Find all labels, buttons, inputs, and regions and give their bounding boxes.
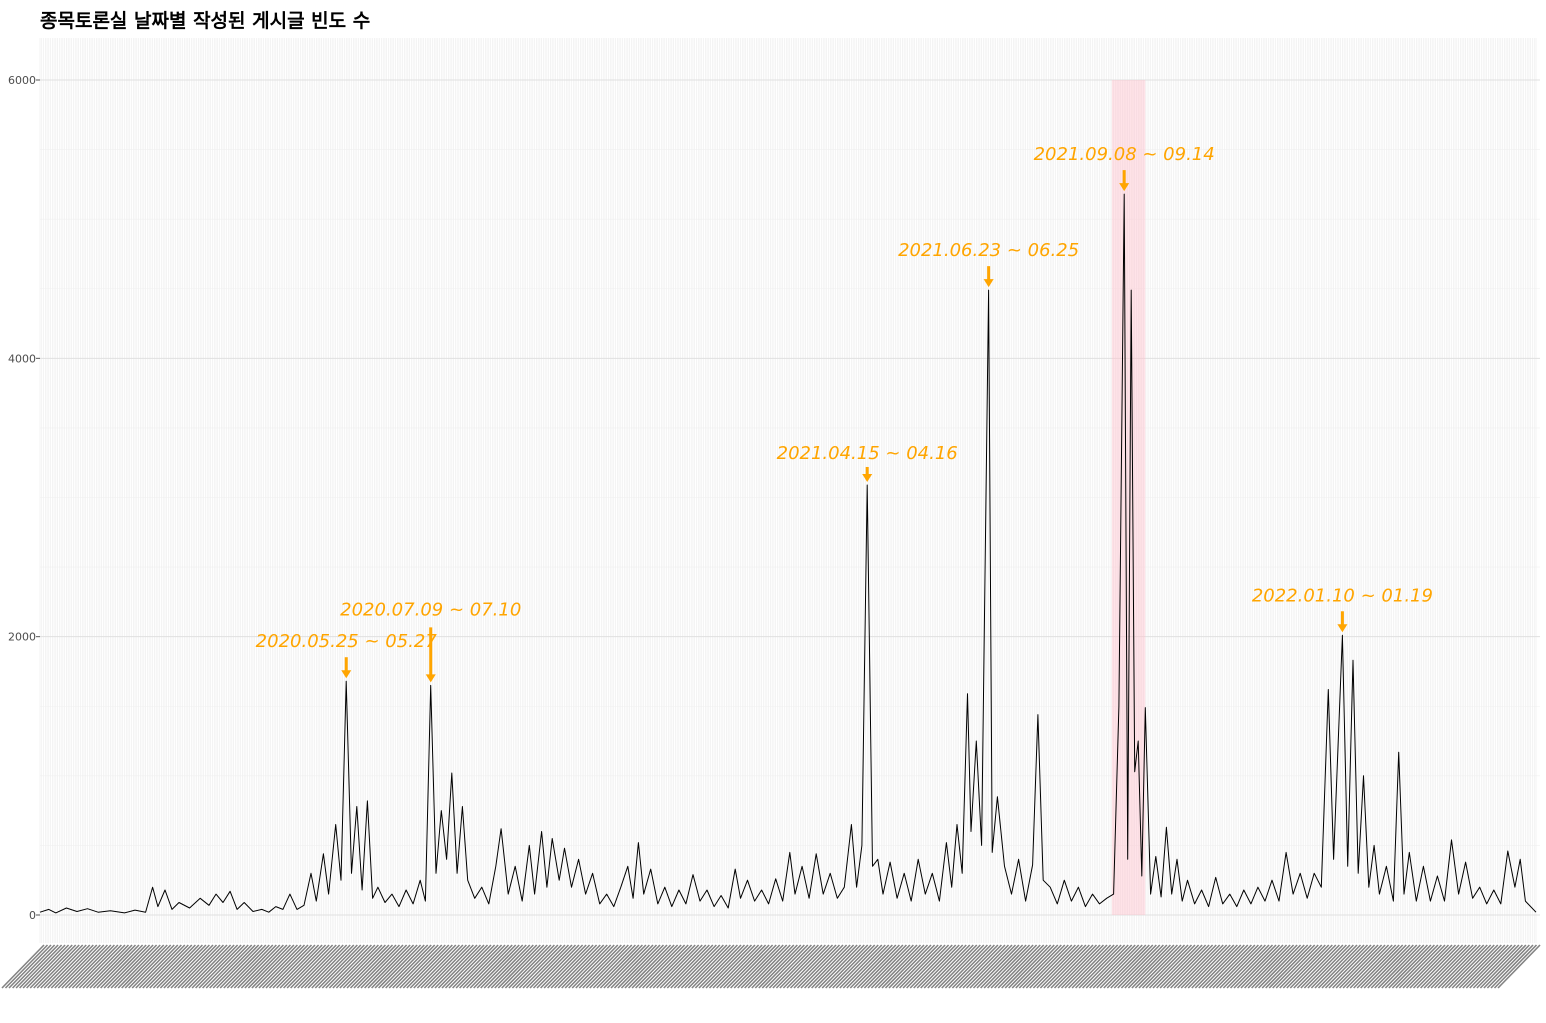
x-gridlines — [39, 38, 1537, 943]
annotation-label: 2021.06.23 ~ 06.25 — [898, 240, 1079, 261]
grid-lines-x — [39, 38, 1537, 943]
annotation-arrow-head — [425, 674, 436, 683]
chart-title: 종목토론실 날짜별 작성된 게시글 빈도 수 — [40, 10, 371, 32]
grid-lines-y — [40, 79, 1540, 916]
annotation-label: 2020.05.25 ~ 05.27 — [256, 631, 438, 652]
data-series — [39, 193, 1537, 914]
y-axis-tick-labels: 0 2000 4000 6000 — [8, 74, 40, 922]
series-line-0 — [39, 193, 1537, 914]
annotation-label: 2020.07.09 ~ 07.10 — [340, 599, 521, 620]
annotation-arrow-head — [983, 279, 994, 288]
x-axis-tick-labels — [1, 944, 1541, 989]
annotation-label: 2021.04.15 ~ 04.16 — [777, 443, 958, 464]
y-tick-label: 2000 — [8, 631, 36, 644]
annotation-label: 2022.01.10 ~ 01.19 — [1252, 585, 1433, 606]
annotation-label: 2021.09.08 ~ 09.14 — [1034, 144, 1215, 165]
y-tick-label: 0 — [29, 909, 36, 922]
annotation-arrow-head — [1119, 183, 1130, 192]
annotation-arrow-head — [341, 670, 352, 679]
y-tick-label: 6000 — [8, 74, 36, 87]
y-tick-label: 4000 — [8, 352, 36, 365]
x-tick-label-marks — [1, 944, 1541, 989]
annotation-arrow-head — [1337, 624, 1348, 633]
annotation-arrow-head — [862, 473, 873, 482]
annotations: 2020.05.25 ~ 05.27 2020.07.09 ~ 07.10 2021… — [256, 144, 1433, 683]
